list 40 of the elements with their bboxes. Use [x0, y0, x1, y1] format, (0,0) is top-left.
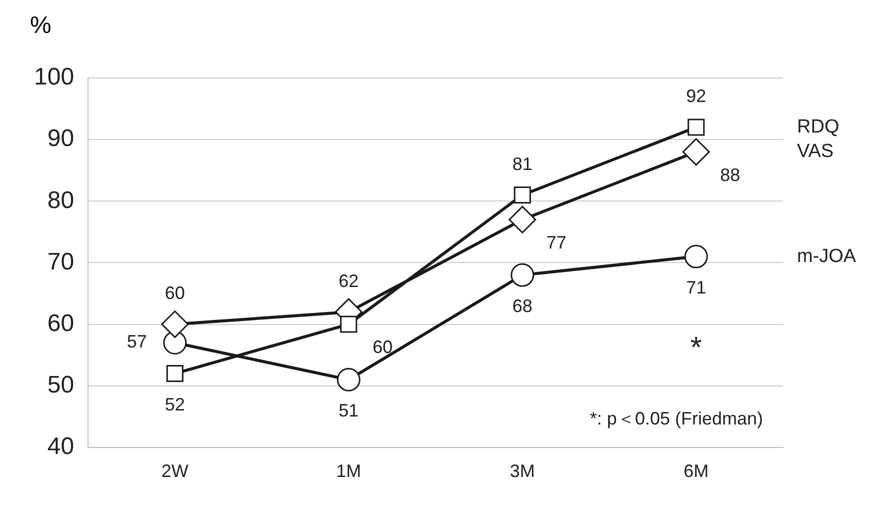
point: [336, 368, 360, 392]
data-label: 77: [546, 232, 566, 253]
point: [166, 364, 184, 382]
point: [340, 316, 358, 333]
y-tick-label: 40: [47, 433, 74, 460]
data-label: 68: [512, 296, 532, 316]
y-tick-label: 90: [47, 125, 74, 152]
y-tick-label: 50: [47, 371, 74, 398]
y-tick-label: 80: [47, 186, 74, 214]
point: [510, 263, 534, 287]
point: [684, 244, 708, 268]
data-label: 62: [338, 270, 359, 291]
point: [161, 310, 189, 338]
data-label: 52: [164, 394, 185, 414]
x-tick-label: 3M: [510, 461, 535, 482]
point: [688, 118, 705, 136]
point: [163, 330, 187, 354]
annotation: *: [690, 332, 702, 365]
point: [514, 186, 531, 204]
text: RDQ: [797, 116, 840, 138]
text: VAS: [797, 141, 834, 162]
y-tick-label: 70: [47, 248, 74, 276]
point: [508, 206, 536, 234]
y-axis-title: %: [30, 12, 52, 40]
y-tick-label: 100: [34, 64, 74, 91]
data-label: 92: [686, 86, 706, 106]
data-label: 57: [126, 332, 147, 352]
x-tick-label: 2W: [161, 461, 188, 482]
point: [682, 138, 710, 166]
text: m-JOA: [797, 246, 856, 267]
x-tick-label: 1M: [336, 461, 362, 482]
y-tick-label: 60: [47, 310, 74, 337]
data-label: 81: [512, 154, 532, 174]
data-label: 71: [686, 278, 706, 298]
data-label: 60: [372, 337, 393, 358]
data-label: 51: [338, 400, 359, 421]
annotation: *: p＜0.05 (Friedman): [590, 408, 763, 428]
x-tick-label: 6M: [684, 461, 709, 482]
data-label: 88: [720, 164, 740, 185]
data-label: 60: [164, 283, 185, 304]
